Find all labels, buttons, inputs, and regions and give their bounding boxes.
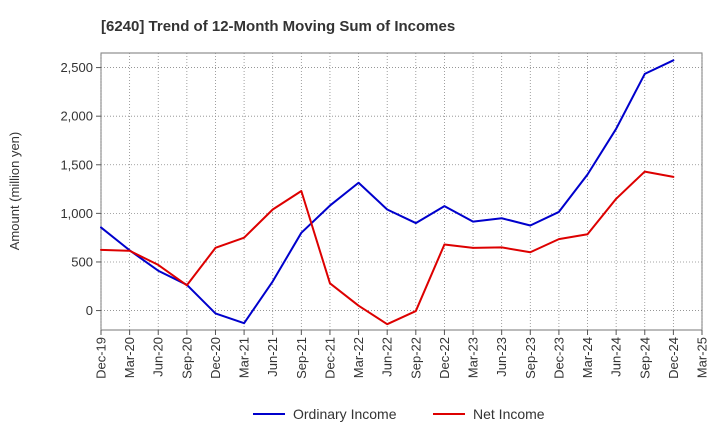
series-line-net-income [100, 170, 675, 326]
x-tick-label: Mar-23 [466, 337, 481, 378]
x-tick-label: Jun-24 [609, 337, 624, 377]
y-tick-label: 1,000 [60, 206, 93, 221]
plot-area [100, 52, 703, 331]
legend: Ordinary Income Net Income [253, 406, 545, 422]
y-axis-ticks: 0 500 1,000 1,500 2,000 2,500 [60, 60, 101, 318]
x-tick-label: Jun-21 [265, 337, 280, 377]
series-lines [100, 59, 675, 326]
x-tick-label: Mar-22 [351, 337, 366, 378]
x-tick-label: Dec-22 [437, 337, 452, 379]
series-line-ordinary-income [100, 59, 675, 325]
x-tick-label: Jun-22 [380, 337, 395, 377]
y-tick-label: 1,500 [60, 157, 93, 172]
x-tick-label: Sep-21 [294, 337, 309, 379]
x-tick-label: Sep-23 [523, 337, 538, 379]
x-tick-label: Mar-21 [237, 337, 252, 378]
x-tick-label: Sep-22 [408, 337, 423, 379]
x-tick-label: Sep-20 [179, 337, 194, 379]
y-axis-label: Amount (million yen) [7, 132, 22, 251]
x-tick-label: Jun-20 [151, 337, 166, 377]
plot-background [101, 53, 702, 330]
y-tick-label: 2,000 [60, 109, 93, 124]
x-tick-label: Dec-21 [322, 337, 337, 379]
x-tick-label: Dec-19 [94, 337, 109, 379]
x-tick-label: Dec-20 [208, 337, 223, 379]
y-tick-label: 2,500 [60, 60, 93, 75]
legend-label-net-income: Net Income [473, 406, 545, 422]
x-tick-label: Jun-23 [494, 337, 509, 377]
chart-title: [6240] Trend of 12-Month Moving Sum of I… [101, 18, 455, 35]
grid-lines [100, 53, 703, 330]
y-tick-label: 0 [86, 303, 93, 318]
y-tick-label: 500 [71, 254, 93, 269]
x-tick-label: Dec-23 [551, 337, 566, 379]
x-tick-label: Mar-24 [580, 337, 595, 378]
legend-label-ordinary-income: Ordinary Income [293, 406, 397, 422]
x-tick-label: Mar-25 [695, 337, 710, 378]
x-tick-label: Dec-24 [666, 337, 681, 379]
x-tick-label: Sep-24 [637, 337, 652, 379]
x-axis-ticks: Dec-19 Mar-20 Jun-20 Sep-20 Dec-20 Mar-21 Jun-… [94, 330, 710, 379]
x-tick-label: Mar-20 [122, 337, 137, 378]
